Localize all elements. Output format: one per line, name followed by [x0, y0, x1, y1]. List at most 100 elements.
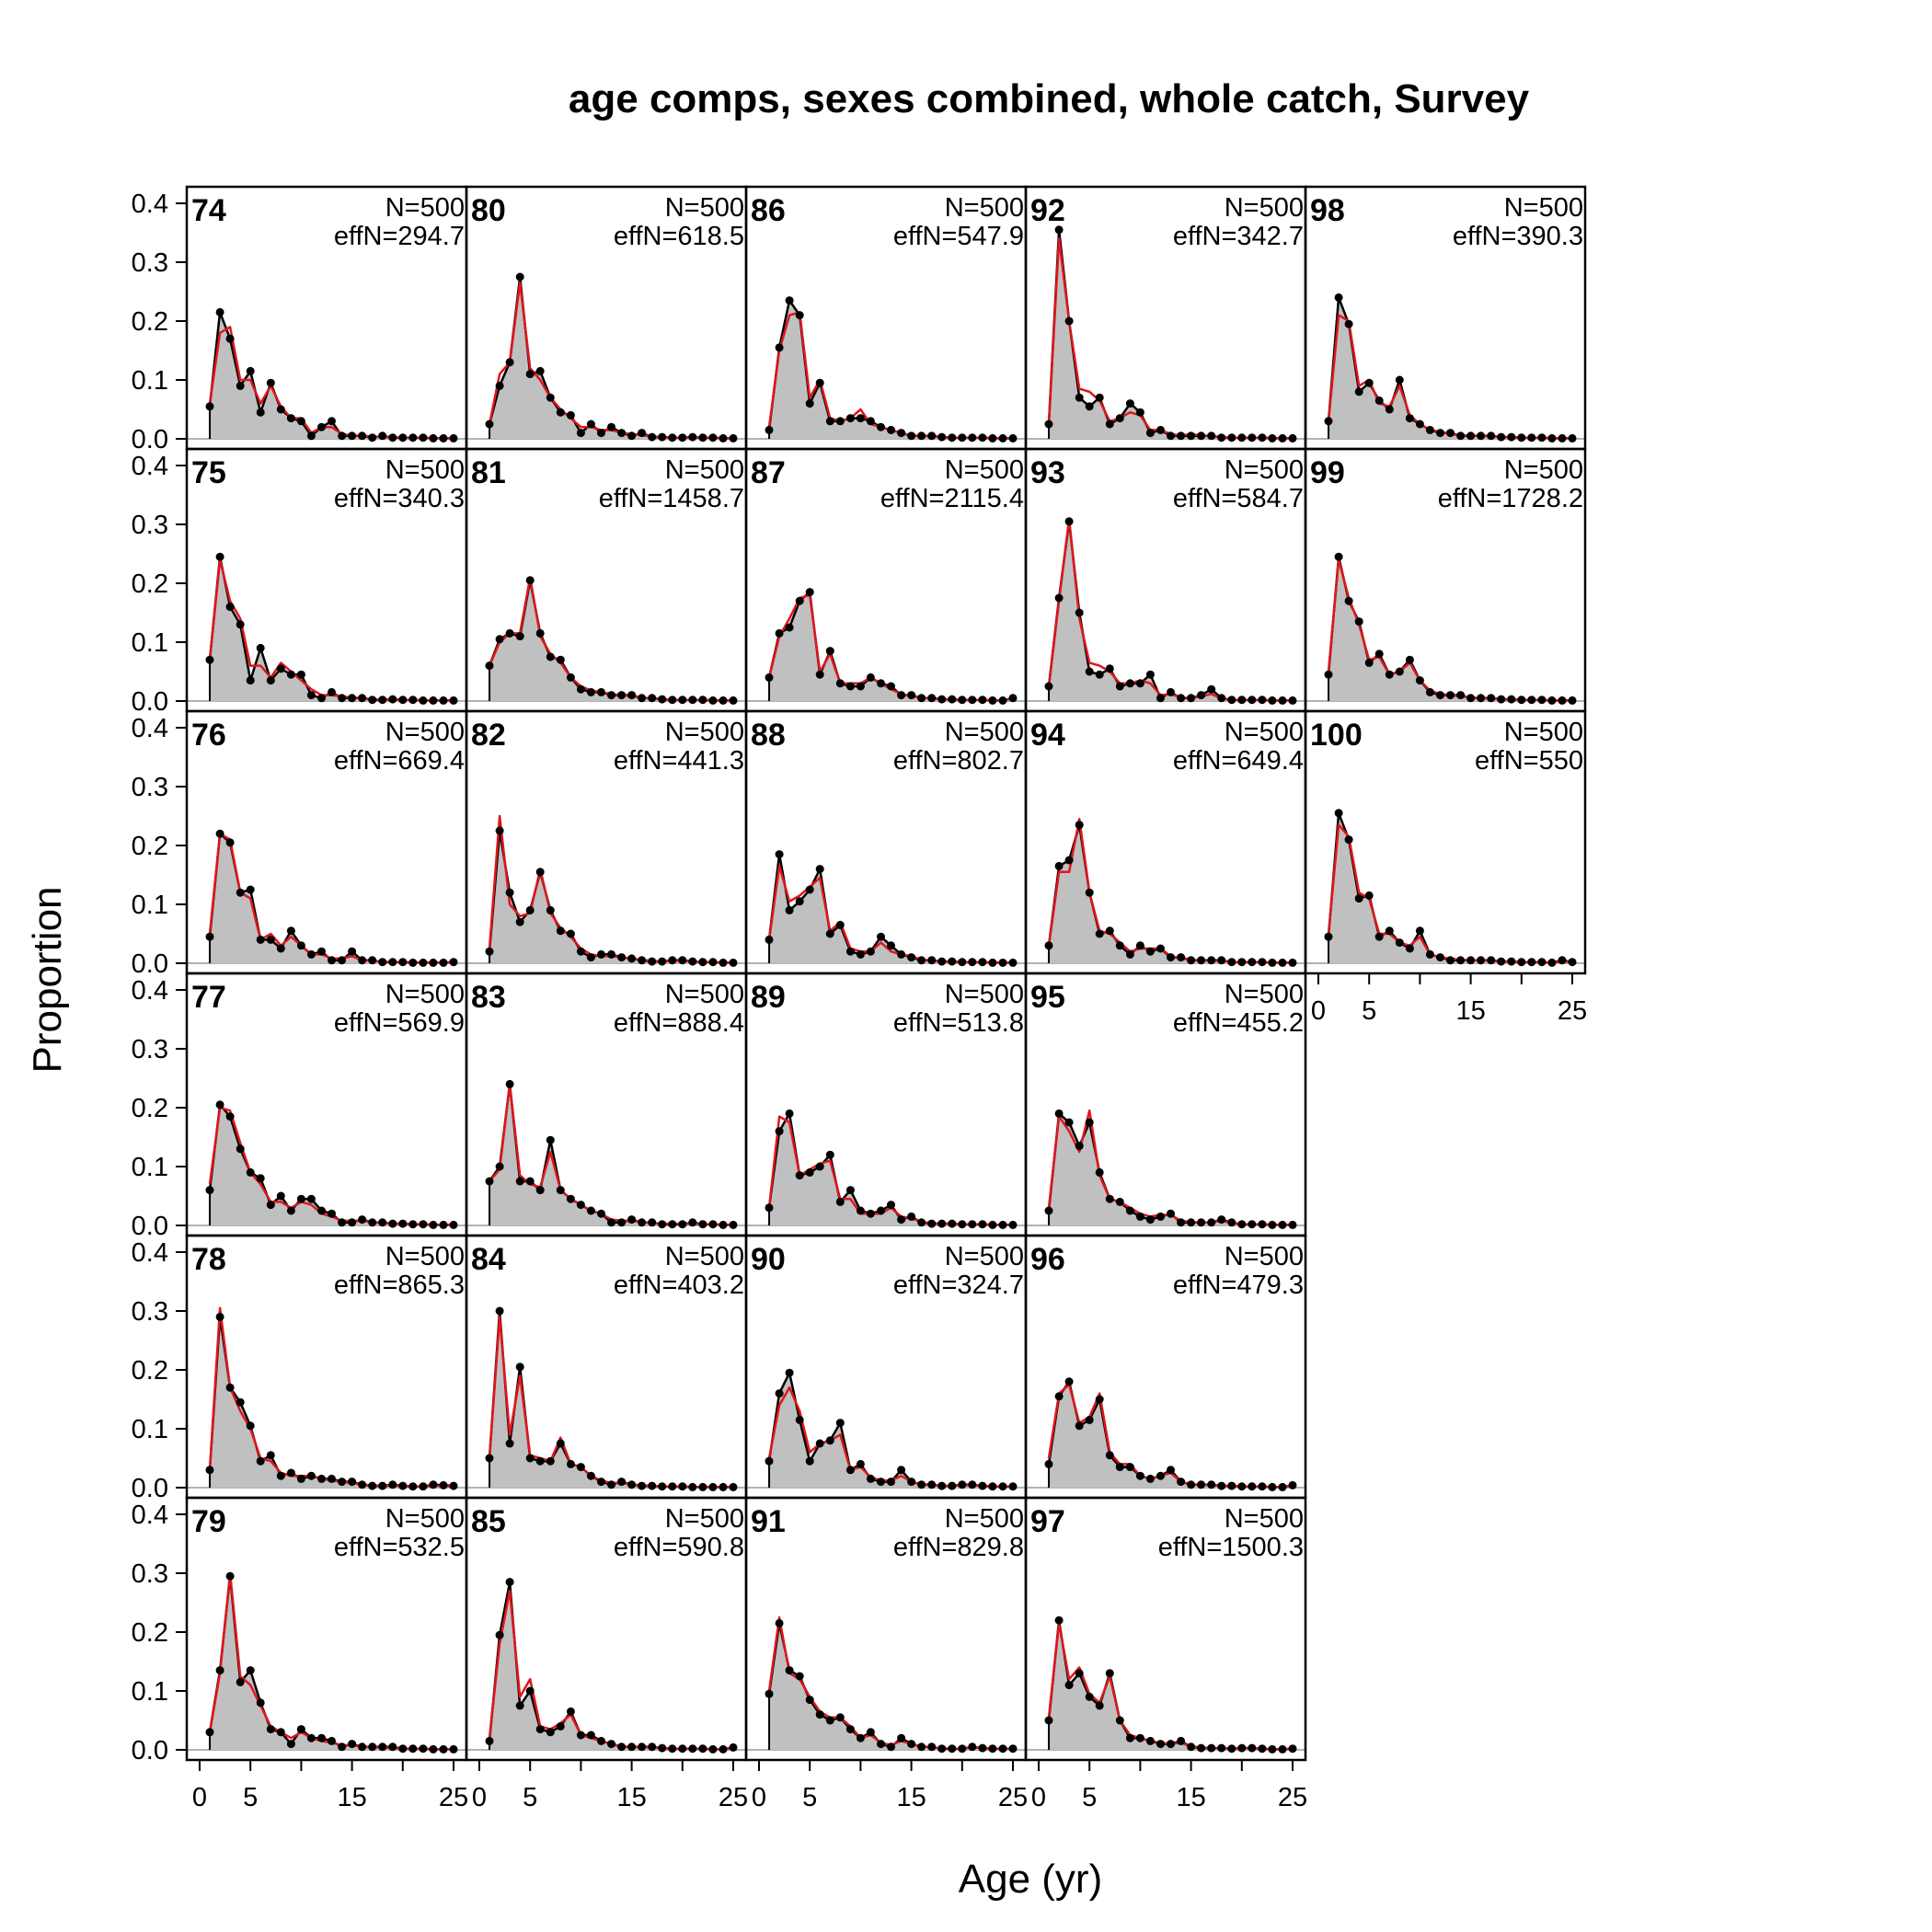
observed-point: [286, 414, 295, 423]
observed-point: [586, 1471, 595, 1480]
panel-year-label: 95: [1030, 980, 1065, 1015]
observed-point: [1187, 1480, 1196, 1489]
observed-point: [525, 576, 535, 585]
observed-point: [1105, 1194, 1114, 1203]
observed-point: [1167, 953, 1175, 962]
observed-point: [1385, 926, 1394, 936]
observed-point: [1008, 433, 1018, 443]
observed-point: [1115, 1197, 1124, 1206]
observed-point: [1115, 941, 1124, 950]
observed-point: [1415, 676, 1424, 685]
observed-point: [765, 1203, 774, 1213]
observed-point: [1248, 1482, 1257, 1491]
observed-point: [719, 1220, 728, 1229]
observed-point: [296, 941, 305, 950]
observed-area: [1328, 812, 1572, 963]
observed-point: [648, 432, 657, 442]
observed-point: [368, 433, 377, 443]
observed-point: [968, 1480, 977, 1489]
observed-point: [856, 1459, 865, 1468]
observed-point: [398, 433, 408, 443]
observed-point: [378, 696, 387, 705]
observed-point: [348, 1478, 357, 1487]
observed-point: [378, 1218, 387, 1227]
observed-point: [1278, 1220, 1287, 1229]
observed-point: [897, 949, 906, 959]
observed-point: [825, 417, 834, 426]
panel-effn-label: effN=888.4: [614, 1008, 744, 1038]
observed-point: [627, 431, 637, 441]
observed-point: [1187, 694, 1196, 703]
observed-point: [358, 956, 367, 965]
observed-point: [765, 425, 774, 434]
observed-area: [210, 557, 454, 701]
observed-point: [708, 1744, 718, 1754]
y-tick-label: 0.4: [132, 1501, 168, 1530]
observed-point: [306, 949, 316, 959]
observed-point: [1537, 958, 1547, 967]
observed-point: [856, 682, 865, 691]
observed-point: [795, 1415, 804, 1424]
panel-n-label: N=500: [665, 455, 744, 485]
observed-point: [429, 696, 438, 705]
observed-point: [535, 868, 545, 877]
observed-point: [1477, 694, 1486, 703]
observed-point: [1217, 433, 1226, 443]
observed-point: [897, 691, 906, 700]
observed-point: [1446, 691, 1455, 700]
observed-point: [368, 956, 377, 965]
observed-point: [328, 1474, 336, 1483]
observed-point: [1258, 1744, 1267, 1754]
observed-point: [765, 1689, 774, 1698]
observed-point: [805, 1167, 814, 1177]
observed-point: [648, 1218, 657, 1227]
x-tick-label: 25: [719, 1783, 748, 1812]
panel-effn-label: effN=802.7: [893, 746, 1024, 776]
observed-point: [535, 1725, 545, 1734]
observed-area: [210, 834, 454, 963]
observed-point: [515, 1701, 524, 1710]
observed-area: [769, 1113, 1013, 1225]
observed-area: [1049, 521, 1293, 701]
observed-point: [576, 429, 585, 438]
observed-point: [765, 935, 774, 944]
x-tick-label: 0: [1311, 996, 1326, 1026]
panel-year-label: 91: [751, 1504, 786, 1539]
observed-point: [1354, 617, 1363, 627]
observed-point: [286, 926, 295, 936]
panel-effn-label: effN=550: [1475, 746, 1583, 776]
observed-point: [505, 1578, 514, 1587]
observed-point: [866, 947, 875, 956]
observed-point: [276, 1471, 285, 1480]
observed-point: [215, 829, 224, 838]
observed-point: [419, 696, 428, 705]
observed-point: [1334, 552, 1343, 561]
observed-point: [1456, 956, 1466, 965]
observed-point: [698, 433, 707, 443]
observed-point: [525, 1686, 535, 1696]
observed-point: [785, 1666, 794, 1675]
panel-effn-label: effN=294.7: [334, 222, 465, 251]
observed-point: [566, 1194, 575, 1203]
observed-point: [1115, 414, 1124, 423]
observed-point: [845, 1725, 855, 1734]
observed-point: [1334, 293, 1343, 302]
x-axis-label: Age (yr): [959, 1857, 1102, 1902]
observed-point: [658, 432, 667, 442]
observed-point: [256, 935, 265, 944]
panel-effn-label: effN=2115.4: [880, 484, 1024, 513]
observed-area: [1328, 557, 1572, 701]
panel-year-label: 77: [191, 980, 226, 1015]
observed-point: [978, 433, 987, 443]
observed-point: [495, 1162, 504, 1171]
y-tick-label: 0.1: [132, 1415, 168, 1444]
y-tick-label: 0.3: [132, 1559, 168, 1589]
observed-point: [887, 941, 895, 950]
observed-point: [338, 1742, 347, 1752]
observed-point: [1187, 1218, 1196, 1227]
observed-point: [1095, 929, 1104, 938]
